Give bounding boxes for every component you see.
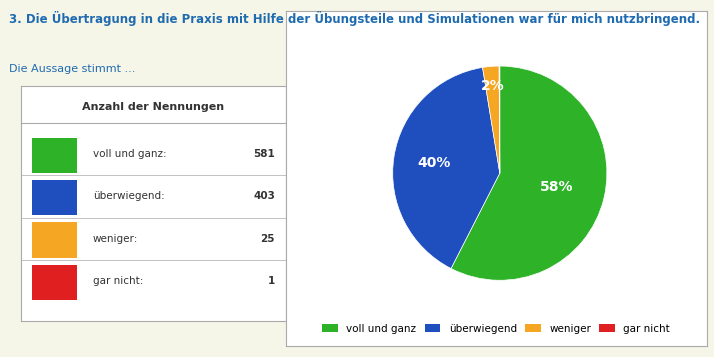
FancyBboxPatch shape: [32, 265, 77, 300]
Wedge shape: [483, 66, 500, 173]
Text: weniger:: weniger:: [93, 234, 138, 244]
Text: 581: 581: [253, 149, 275, 159]
Text: 3. Die Übertragung in die Praxis mit Hilfe der Übungsteile und Simulationen war : 3. Die Übertragung in die Praxis mit Hil…: [9, 11, 700, 26]
FancyBboxPatch shape: [32, 222, 77, 258]
FancyBboxPatch shape: [32, 137, 77, 173]
Wedge shape: [393, 67, 500, 268]
Text: 25: 25: [261, 234, 275, 244]
Text: Die Aussage stimmt ...: Die Aussage stimmt ...: [9, 64, 135, 74]
Wedge shape: [451, 66, 607, 280]
Text: Anzahl der Nennungen: Anzahl der Nennungen: [82, 102, 225, 112]
Text: überwiegend:: überwiegend:: [93, 191, 164, 201]
Text: voll und ganz:: voll und ganz:: [93, 149, 166, 159]
Text: 2%: 2%: [481, 79, 504, 92]
Text: 58%: 58%: [540, 180, 574, 194]
Text: 40%: 40%: [418, 156, 451, 170]
Text: 403: 403: [253, 191, 275, 201]
Text: gar nicht:: gar nicht:: [93, 276, 143, 286]
FancyBboxPatch shape: [32, 180, 77, 215]
Legend: voll und ganz, überwiegend, weniger, gar nicht: voll und ganz, überwiegend, weniger, gar…: [318, 320, 674, 338]
Text: 1: 1: [268, 276, 275, 286]
